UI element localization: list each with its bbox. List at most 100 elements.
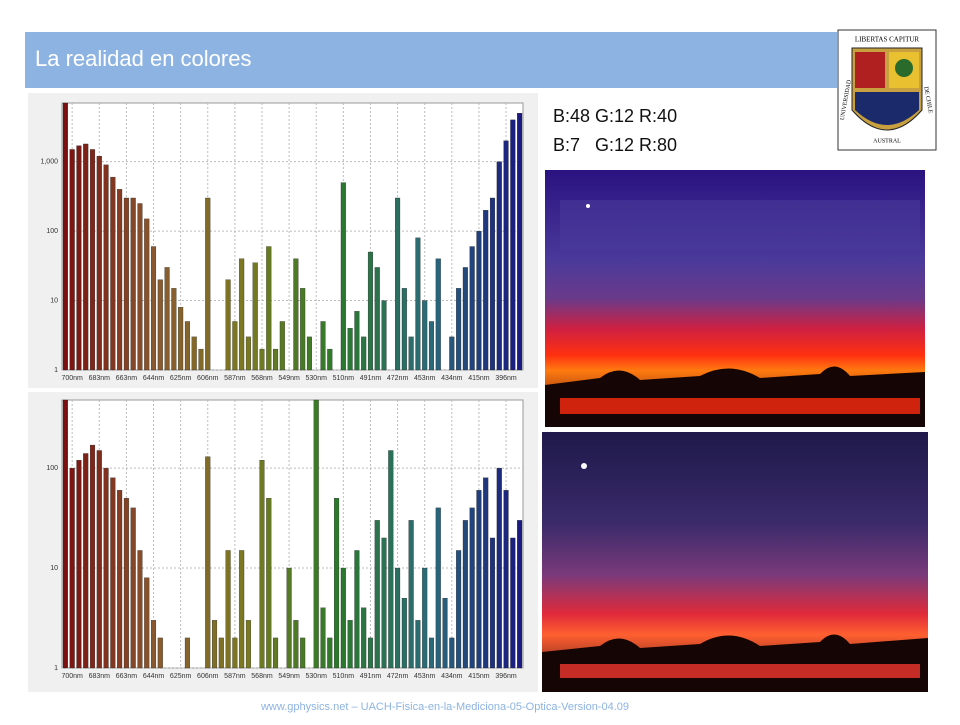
bar: [279, 321, 285, 371]
bar: [144, 218, 150, 371]
bar: [367, 251, 373, 371]
bar: [300, 637, 306, 669]
bar: [367, 637, 373, 669]
bar: [313, 399, 319, 669]
bar: [483, 210, 489, 371]
bar: [347, 328, 353, 371]
x-tick-label: 396nm: [495, 375, 517, 382]
bar: [327, 637, 333, 669]
bar: [489, 537, 496, 669]
x-tick-label: 606nm: [197, 375, 219, 382]
bar: [489, 197, 496, 371]
bar: [510, 537, 516, 669]
bar: [239, 550, 245, 669]
bar: [503, 490, 509, 669]
bar: [76, 460, 82, 669]
logo-motto: LIBERTAS CAPITUR: [855, 36, 919, 44]
bar: [354, 311, 360, 371]
bar: [408, 336, 414, 371]
bar: [76, 145, 82, 371]
bar: [130, 507, 136, 669]
bar: [456, 288, 462, 371]
bar: [415, 620, 421, 669]
bar: [103, 164, 109, 371]
y-tick-label: 10: [50, 297, 58, 304]
x-tick-label: 510nm: [333, 673, 355, 680]
bar: [212, 620, 218, 669]
bar: [476, 490, 482, 669]
moon: [586, 204, 590, 208]
x-tick-label: 587nm: [224, 375, 246, 382]
bar: [225, 279, 231, 371]
bar: [89, 444, 96, 669]
x-tick-label: 568nm: [251, 673, 273, 680]
bar: [232, 637, 238, 669]
bar: [245, 336, 251, 371]
x-tick-label: 683nm: [89, 375, 111, 382]
water: [560, 664, 920, 678]
bar: [123, 197, 129, 371]
bar: [150, 246, 157, 371]
bar: [462, 267, 468, 371]
cloud: [560, 200, 920, 250]
bar: [510, 119, 516, 371]
photo: [542, 432, 928, 692]
y-tick-label: 100: [46, 228, 58, 235]
bar: [150, 620, 157, 669]
slide-title: La realidad en colores: [35, 46, 251, 71]
y-tick-label: 100: [46, 465, 58, 472]
bar: [62, 399, 68, 669]
bar: [469, 246, 475, 371]
bar: [300, 288, 306, 371]
logo-tree: [895, 59, 913, 77]
x-tick-label: 434nm: [441, 673, 463, 680]
y-tick-label: 1: [54, 665, 58, 672]
x-tick-label: 568nm: [251, 375, 273, 382]
bar: [286, 567, 292, 669]
bar: [517, 112, 523, 371]
bar: [205, 456, 211, 669]
bar: [428, 637, 435, 669]
bar: [83, 453, 89, 669]
bar: [225, 550, 231, 669]
bar: [347, 620, 353, 669]
bar: [469, 507, 475, 669]
bar: [381, 300, 387, 371]
bar: [232, 321, 238, 371]
bar: [442, 597, 448, 669]
bar: [293, 620, 299, 669]
bar: [110, 477, 116, 669]
bar: [245, 620, 251, 669]
bar: [252, 262, 258, 371]
y-tick-label: 10: [50, 565, 58, 572]
bar: [103, 467, 109, 669]
bar: [293, 258, 299, 371]
bar: [401, 288, 407, 371]
bar: [184, 637, 190, 669]
x-tick-label: 491nm: [360, 673, 382, 680]
bar: [327, 348, 333, 371]
bar: [503, 140, 509, 371]
x-tick-label: 415nm: [468, 673, 490, 680]
bar: [449, 637, 455, 669]
x-tick-label: 510nm: [333, 375, 355, 382]
bar: [435, 507, 441, 669]
bar: [62, 102, 68, 371]
bar: [361, 336, 367, 371]
y-tick-label: 1: [54, 367, 58, 374]
bar: [266, 498, 272, 669]
x-tick-label: 663nm: [116, 673, 138, 680]
bar: [96, 450, 102, 669]
x-tick-label: 491nm: [360, 375, 382, 382]
bar: [266, 246, 272, 371]
bar: [306, 336, 312, 371]
x-tick-label: 625nm: [170, 375, 192, 382]
bar: [83, 143, 89, 371]
x-tick-label: 700nm: [61, 673, 83, 680]
bar: [117, 189, 123, 371]
bar: [476, 230, 482, 371]
bar: [205, 197, 211, 371]
logo-name: AUSTRAL: [873, 138, 901, 144]
bar: [218, 637, 224, 669]
